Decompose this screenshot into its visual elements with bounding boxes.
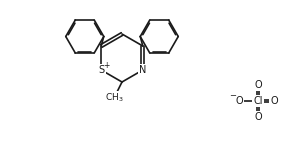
Text: N: N [139,65,146,75]
Text: S: S [98,65,104,75]
Text: O: O [254,112,262,122]
Text: O: O [254,80,262,90]
Text: O: O [270,96,278,106]
Text: +: + [103,60,109,69]
Text: Cl: Cl [253,96,263,106]
Text: CH$_3$: CH$_3$ [105,92,123,104]
Text: −: − [230,91,236,101]
Text: O: O [235,96,243,106]
